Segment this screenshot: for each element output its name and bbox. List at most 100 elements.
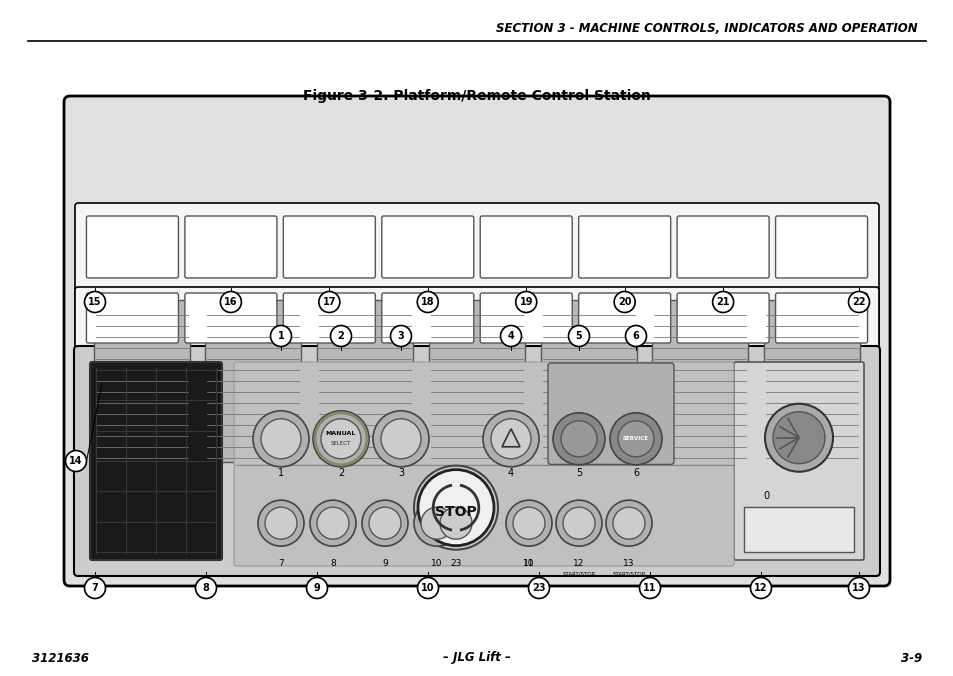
- Text: 11: 11: [522, 560, 535, 569]
- FancyBboxPatch shape: [578, 293, 670, 343]
- Text: 7: 7: [278, 560, 284, 569]
- Ellipse shape: [310, 500, 355, 546]
- Text: MANUAL: MANUAL: [326, 431, 355, 436]
- Text: 5: 5: [575, 331, 581, 341]
- Text: 3-9: 3-9: [900, 652, 921, 665]
- Text: 12: 12: [754, 583, 767, 593]
- FancyBboxPatch shape: [677, 216, 768, 278]
- Text: 3121636: 3121636: [32, 652, 89, 665]
- FancyBboxPatch shape: [233, 362, 733, 466]
- Bar: [763, 300, 860, 462]
- Circle shape: [439, 507, 472, 539]
- Circle shape: [491, 419, 531, 459]
- Circle shape: [847, 291, 868, 312]
- Text: 20: 20: [618, 297, 631, 307]
- Circle shape: [639, 577, 659, 598]
- Text: SELECT: SELECT: [331, 441, 351, 446]
- Text: 13: 13: [851, 583, 864, 593]
- Circle shape: [847, 577, 868, 598]
- Circle shape: [513, 507, 544, 539]
- Text: 8: 8: [202, 583, 210, 593]
- Ellipse shape: [605, 500, 651, 546]
- Text: Figure 3-2. Platform/Remote Control Station: Figure 3-2. Platform/Remote Control Stat…: [303, 89, 650, 103]
- Circle shape: [85, 291, 106, 312]
- Text: 9: 9: [314, 583, 320, 593]
- Circle shape: [369, 507, 400, 539]
- Text: 10: 10: [522, 560, 535, 569]
- Text: 23: 23: [532, 583, 545, 593]
- Circle shape: [85, 577, 106, 598]
- Circle shape: [271, 326, 292, 347]
- Circle shape: [500, 326, 521, 347]
- FancyBboxPatch shape: [733, 362, 863, 560]
- Text: 5: 5: [576, 468, 581, 479]
- FancyBboxPatch shape: [479, 293, 572, 343]
- Ellipse shape: [505, 500, 552, 546]
- FancyBboxPatch shape: [381, 293, 474, 343]
- Text: 4: 4: [507, 468, 514, 479]
- Circle shape: [390, 326, 411, 347]
- Bar: [317, 300, 413, 462]
- Text: 6: 6: [632, 468, 639, 479]
- Bar: [205, 300, 301, 462]
- Text: SECTION 3 - MACHINE CONTROLS, INDICATORS AND OPERATION: SECTION 3 - MACHINE CONTROLS, INDICATORS…: [496, 22, 917, 34]
- Ellipse shape: [482, 411, 538, 467]
- Circle shape: [416, 291, 437, 312]
- FancyBboxPatch shape: [74, 346, 879, 576]
- Circle shape: [306, 577, 327, 598]
- Circle shape: [764, 404, 832, 472]
- Circle shape: [380, 419, 420, 459]
- FancyBboxPatch shape: [381, 216, 474, 278]
- FancyBboxPatch shape: [87, 293, 178, 343]
- Circle shape: [618, 420, 654, 457]
- Text: 9: 9: [382, 560, 388, 569]
- Ellipse shape: [313, 411, 369, 467]
- Circle shape: [614, 291, 635, 312]
- Text: 4: 4: [507, 331, 514, 341]
- Bar: [743, 507, 853, 552]
- Circle shape: [414, 466, 497, 550]
- Circle shape: [316, 507, 349, 539]
- FancyBboxPatch shape: [185, 293, 276, 343]
- Text: 12: 12: [573, 560, 584, 569]
- Circle shape: [772, 412, 824, 464]
- Circle shape: [220, 291, 241, 312]
- Text: 7: 7: [91, 583, 98, 593]
- Circle shape: [750, 577, 771, 598]
- Text: 19: 19: [519, 297, 533, 307]
- Ellipse shape: [257, 500, 304, 546]
- Circle shape: [613, 507, 644, 539]
- Circle shape: [265, 507, 296, 539]
- Bar: [93, 300, 190, 462]
- Text: 21: 21: [716, 297, 729, 307]
- Circle shape: [417, 470, 494, 546]
- Text: 15: 15: [89, 297, 102, 307]
- Ellipse shape: [556, 500, 601, 546]
- FancyBboxPatch shape: [283, 216, 375, 278]
- Ellipse shape: [361, 500, 408, 546]
- FancyBboxPatch shape: [479, 216, 572, 278]
- Text: 17: 17: [322, 297, 335, 307]
- Text: 2: 2: [337, 331, 344, 341]
- Text: 11: 11: [642, 583, 656, 593]
- FancyBboxPatch shape: [75, 289, 878, 473]
- FancyBboxPatch shape: [775, 216, 866, 278]
- FancyBboxPatch shape: [283, 293, 375, 343]
- Text: – JLG Lift –: – JLG Lift –: [442, 652, 511, 665]
- Text: 1: 1: [277, 331, 284, 341]
- Circle shape: [261, 419, 301, 459]
- FancyBboxPatch shape: [547, 363, 673, 464]
- Text: 10: 10: [431, 560, 442, 569]
- Bar: [652, 300, 748, 462]
- FancyBboxPatch shape: [185, 216, 276, 278]
- Ellipse shape: [373, 411, 429, 467]
- Text: SERVICE: SERVICE: [622, 436, 648, 441]
- Text: 13: 13: [622, 560, 634, 569]
- Text: START/STOP: START/STOP: [612, 571, 645, 577]
- FancyBboxPatch shape: [75, 203, 878, 291]
- Circle shape: [568, 326, 589, 347]
- Circle shape: [330, 326, 351, 347]
- Text: 6: 6: [632, 331, 639, 341]
- Bar: [429, 300, 524, 462]
- Text: 3: 3: [397, 468, 404, 479]
